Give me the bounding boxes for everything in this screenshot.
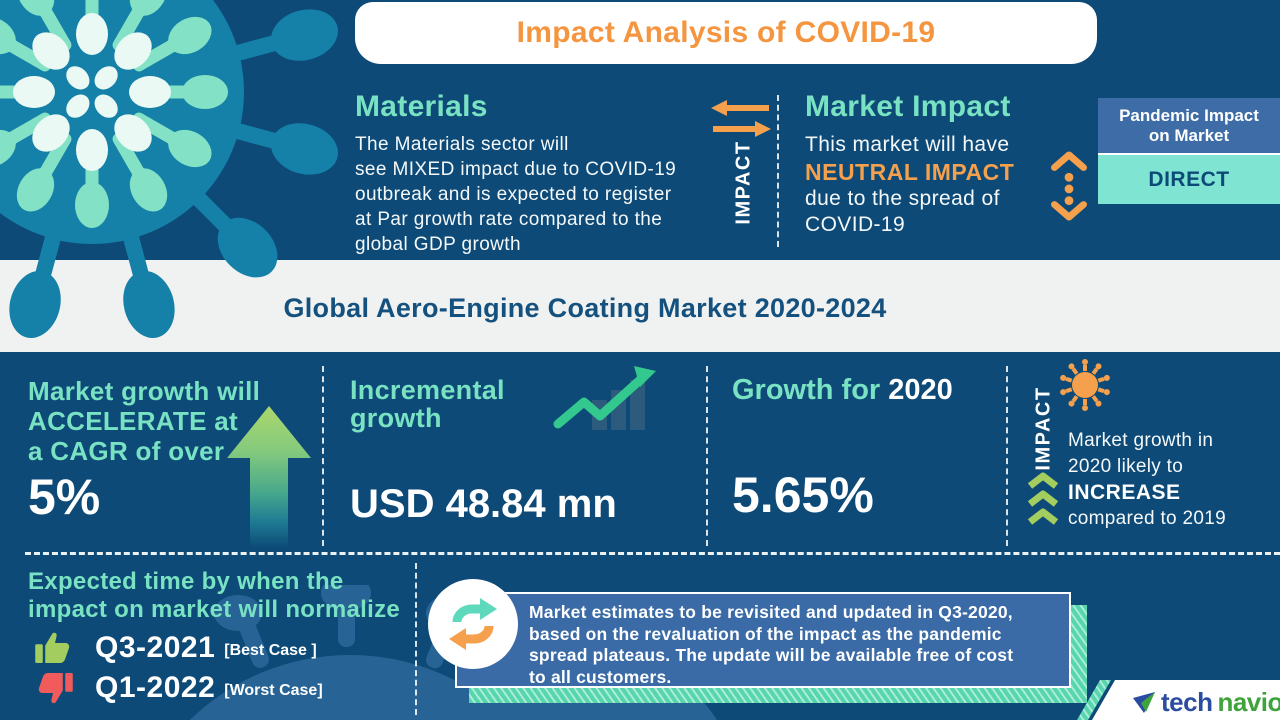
cagr-line: Market growth will <box>28 376 261 406</box>
cagr-block: Market growth will ACCELERATE at a CAGR … <box>28 376 260 466</box>
materials-line: see MIXED impact due to COVID-19 <box>355 159 677 180</box>
incremental-value: USD 48.84 mn <box>350 482 617 526</box>
outlook-line: Market growth in <box>1068 430 1214 451</box>
worst-case-value: Q1-2022 <box>95 671 216 704</box>
brand-name-primary: tech <box>1161 687 1213 717</box>
trend-line-icon <box>553 366 656 430</box>
refresh-badge <box>428 579 518 669</box>
divider <box>415 563 417 715</box>
outlook-line: compared to 2019 <box>1068 508 1226 529</box>
badge-value: DIRECT <box>1098 153 1280 204</box>
divider <box>322 366 324 546</box>
banner-title: Impact Analysis of COVID-19 <box>516 16 936 49</box>
coronavirus-icon <box>1058 358 1112 412</box>
market-impact-highlight: NEUTRAL IMPACT <box>805 159 1015 185</box>
triple-chevron-up-icon <box>1027 472 1059 525</box>
materials-heading: Materials <box>355 90 488 123</box>
note-line: based on the revaluation of the impact a… <box>529 623 1002 644</box>
market-title: Global Aero-Engine Coating Market 2020-2… <box>283 293 887 323</box>
growth-label-year: 2020 <box>880 374 953 406</box>
materials-line: The Materials sector will <box>355 134 569 155</box>
divider <box>1006 366 1008 546</box>
market-impact-heading: Market Impact <box>805 90 1011 123</box>
incremental-line: Incremental <box>350 375 505 405</box>
incremental-block: Incremental growth <box>350 376 505 432</box>
market-impact-block: Market Impact This market will have NEUT… <box>805 90 1014 238</box>
normalize-heading: Expected time by when the impact on mark… <box>28 568 400 624</box>
materials-block: Materials The Materials sector will see … <box>355 90 676 257</box>
exchange-arrows-icon <box>711 100 771 137</box>
outlook-highlight: INCREASE <box>1068 481 1181 504</box>
cagr-value: 5% <box>28 469 101 525</box>
thumbs-up-icon <box>35 632 70 663</box>
divider <box>706 366 708 546</box>
worst-case-label: [Worst Case] <box>224 682 323 699</box>
growth-2020-value: 5.65% <box>732 467 874 523</box>
normalize-heading-line: Expected time by when the <box>28 568 344 595</box>
neutral-impact-icon <box>1051 151 1087 221</box>
materials-line: outbreak and is expected to register <box>355 184 672 205</box>
growth-label-accent: Growth for <box>732 374 881 406</box>
divider <box>777 95 779 247</box>
outlook-line: 2020 likely to <box>1068 456 1184 477</box>
cagr-line: a CAGR of over <box>28 436 225 466</box>
normalize-heading-line: impact on market will normalize <box>28 596 401 623</box>
note-box: Market estimates to be revisited and upd… <box>455 592 1071 688</box>
brand-plate <box>1092 680 1280 720</box>
note-line: Market estimates to be revisited and upd… <box>529 602 1013 622</box>
note-line: to all customers. <box>529 666 672 687</box>
incremental-line: growth <box>350 403 442 433</box>
cagr-line: ACCELERATE at <box>28 406 238 436</box>
market-impact-line: due to the spread of <box>805 187 1000 210</box>
badge-title: Pandemic Impact on Market <box>1098 98 1280 153</box>
best-case-label: [Best Case ] <box>224 642 317 659</box>
thumbs-down-icon <box>38 673 73 704</box>
divider <box>25 552 1280 555</box>
brand-arrow-icon <box>1133 691 1155 713</box>
market-impact-line: This market will have <box>805 133 1010 156</box>
brand-name-secondary: navio <box>1217 687 1280 717</box>
best-case-value: Q3-2021 <box>95 631 216 664</box>
pandemic-impact-badge: Pandemic Impact on Market DIRECT <box>1098 98 1280 204</box>
materials-line: at Par growth rate compared to the <box>355 209 663 230</box>
materials-line: global GDP growth <box>355 234 521 255</box>
market-impact-line: COVID-19 <box>805 213 906 236</box>
impact-axis-label: IMPACT <box>1032 386 1055 471</box>
best-case-row: Q3-2021 [Best Case ] <box>33 628 317 668</box>
outlook-block: Market growth in 2020 likely to INCREASE… <box>1068 428 1226 532</box>
worst-case-row: Q1-2022 [Worst Case] <box>33 668 323 708</box>
impact-axis-label: IMPACT <box>732 140 755 225</box>
refresh-icon <box>449 598 497 650</box>
banner: Impact Analysis of COVID-19 <box>355 2 1097 64</box>
note-line: spread plateaus. The update will be avai… <box>529 645 1014 665</box>
growth-2020-label: Growth for 2020 <box>732 374 953 407</box>
